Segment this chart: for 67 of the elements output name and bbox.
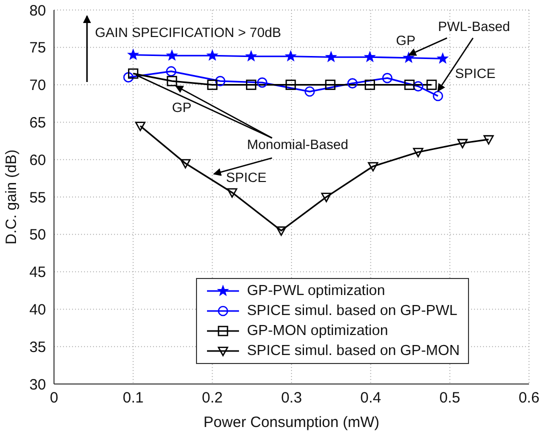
point [257,77,268,88]
point [437,52,448,64]
point [404,80,415,90]
y-tick-label: 30 [29,376,46,394]
point [166,66,176,76]
y-tick-label: 75 [29,40,46,57]
y-tick-label: 70 [29,77,46,94]
point [166,76,178,86]
point [135,122,146,132]
point [321,192,332,202]
legend-label: SPICE simul. based on GP-MON [247,343,460,359]
point [364,51,376,62]
point [285,50,296,62]
y-tick-label: 65 [29,114,46,132]
annotation: PWL-Based [438,19,510,34]
point [325,80,336,90]
annotation: GP [172,100,192,115]
y-axis-title: D.C. gain (dB) [3,149,20,245]
annotation: GAIN SPECIFICATION > 70dB [95,25,282,40]
point [432,90,444,102]
x-tick-label: 0.4 [360,390,382,407]
x-axis-title: Power Consumption (mW) [204,414,380,431]
x-tick-label: 0 [50,390,58,407]
point [276,226,286,236]
point [128,68,138,79]
point [206,50,218,60]
point [166,50,178,60]
point [246,80,256,90]
point [215,76,226,86]
annotation: SPICE [226,170,267,185]
point [326,51,337,62]
point [180,159,191,168]
legend-label: GP-PWL optimization [247,283,386,299]
annotation: GP [396,33,416,48]
point [483,135,494,145]
y-tick-label: 50 [29,226,46,244]
point [128,49,139,60]
x-tick-label: 0.2 [202,390,223,407]
y-tick-label: 80 [29,2,46,20]
x-tick-label: 0.5 [439,390,460,407]
point [426,80,437,90]
point [347,78,358,88]
x-tick-label: 0.3 [281,390,302,407]
point [403,52,414,63]
point [368,162,378,172]
y-tick-label: 60 [29,152,46,169]
point [123,72,134,82]
annotation: SPICE [455,66,496,81]
y-tick-label: 40 [29,302,46,319]
x-tick-label: 0.6 [518,390,540,407]
legend-label: SPICE simul. based on GP-PWL [247,303,458,319]
point [382,72,392,84]
y-tick-label: 45 [29,264,46,282]
point [457,138,468,148]
point [413,148,424,158]
x-tick-label: 0.1 [122,390,144,407]
point [286,80,296,90]
y-tick-label: 35 [29,338,46,356]
point [364,80,376,90]
point [207,80,218,90]
annotation: Monomial-Based [247,137,348,152]
point [304,86,315,97]
point [413,81,424,92]
legend-label: GP-MON optimization [247,323,388,339]
point [246,50,257,62]
y-tick-label: 55 [29,189,46,206]
point [226,188,238,198]
